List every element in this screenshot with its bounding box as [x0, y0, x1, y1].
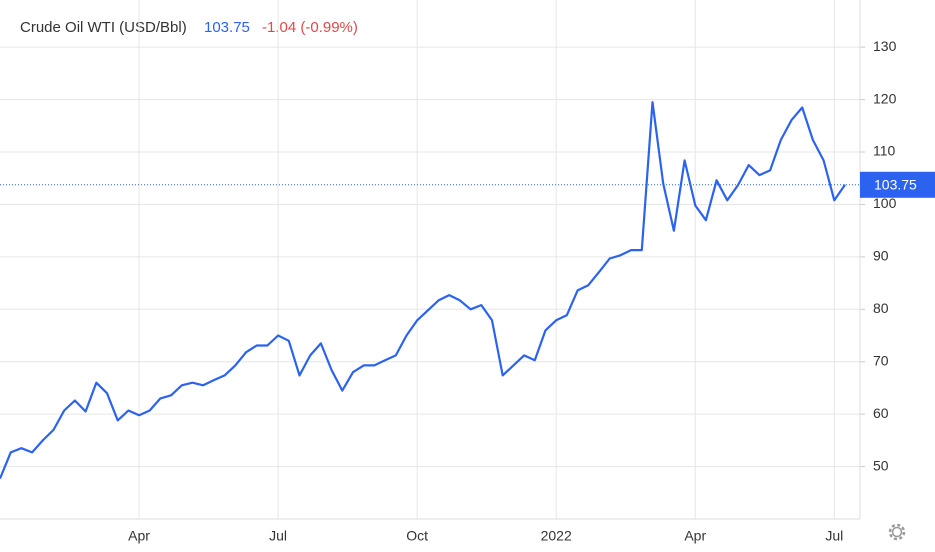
x-tick-label: Jul: [269, 528, 287, 544]
x-tick-label: Apr: [128, 528, 150, 544]
y-tick-label: 120: [873, 90, 897, 106]
gear-teeth: [888, 523, 906, 541]
last-value: 103.75: [204, 19, 250, 36]
change-label: -1.04 (-0.99%): [262, 19, 358, 36]
x-tick-label: 2022: [541, 528, 572, 544]
y-tick-label: 60: [873, 405, 889, 421]
last-price-box: [860, 171, 935, 198]
chart-title: Crude Oil WTI (USD/Bbl): [20, 19, 187, 36]
settings-icon[interactable]: [888, 523, 906, 541]
x-tick-label: Apr: [684, 528, 706, 544]
x-tick-label: Jul: [825, 528, 843, 544]
y-tick-label: 130: [873, 38, 897, 54]
last-price-label: 103.75: [874, 176, 917, 192]
y-tick-label: 50: [873, 457, 889, 473]
gear-body: [891, 526, 903, 538]
y-tick-label: 90: [873, 248, 889, 264]
y-tick-label: 80: [873, 300, 889, 316]
y-tick-label: 110: [873, 143, 896, 159]
y-tick-label: 100: [873, 195, 897, 211]
price-line: [0, 101, 846, 480]
x-tick-label: Oct: [406, 528, 428, 544]
y-tick-label: 70: [873, 352, 889, 368]
